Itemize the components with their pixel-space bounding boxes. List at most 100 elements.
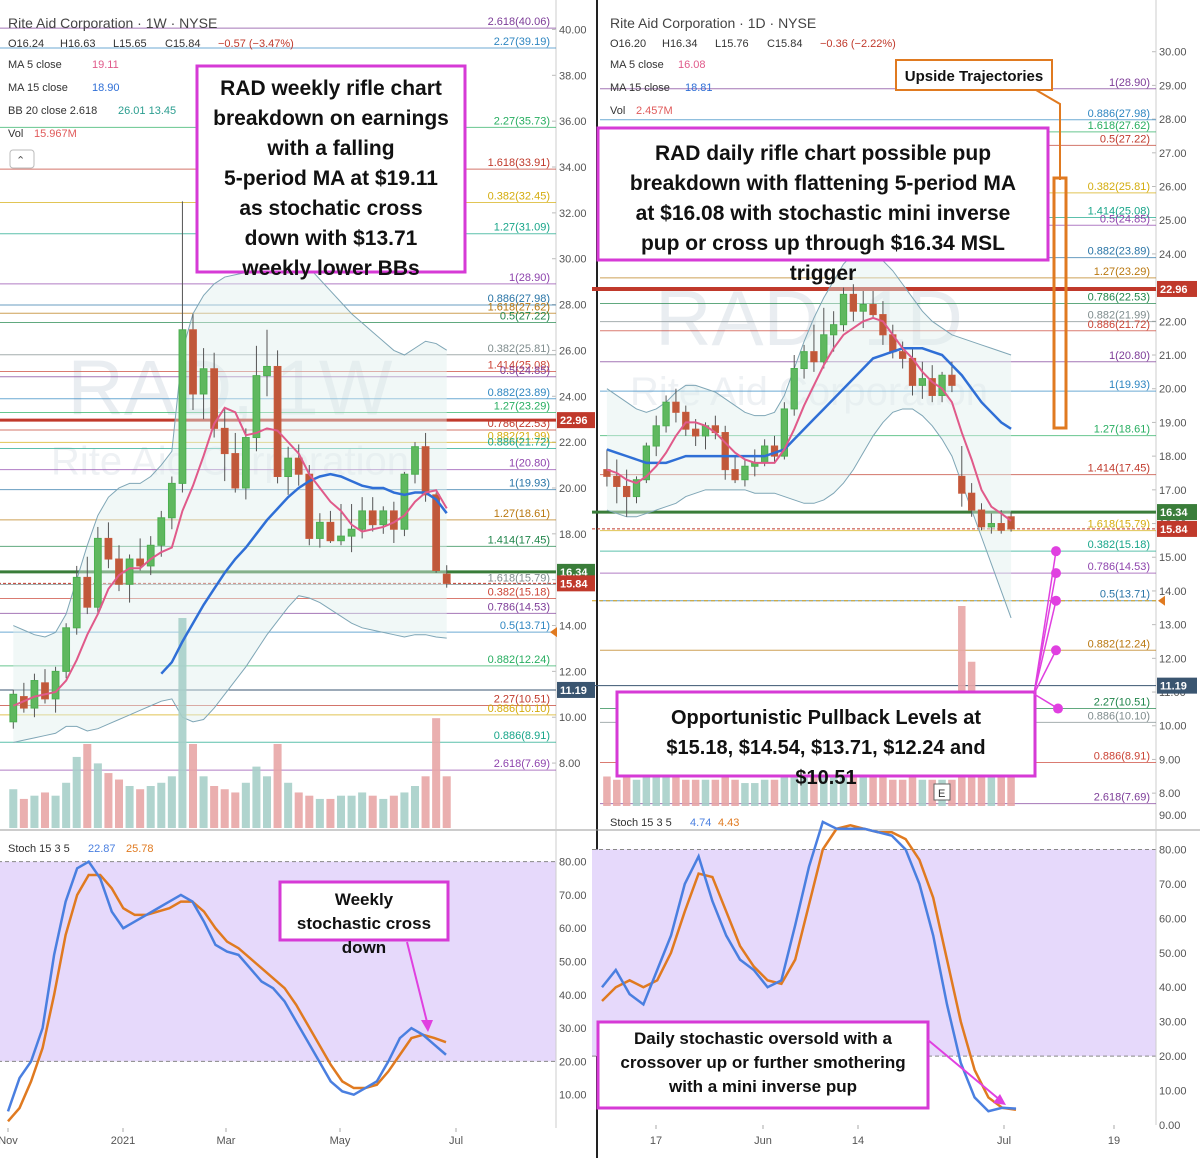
weekly-ohlc-high: H16.63 [60, 38, 95, 50]
volume-bar [691, 779, 700, 806]
volume-bar [178, 618, 187, 828]
stoch-axis-tick: 40.00 [559, 990, 587, 1002]
time-axis-label: Jun [754, 1135, 772, 1147]
candle [731, 456, 739, 484]
candle-body [829, 324, 838, 336]
earnings-marker-label: E [938, 788, 945, 800]
volume-bar [987, 766, 996, 806]
weekly-bb-value: 26.01 13.45 [118, 105, 176, 117]
fib-level-label: 0.882(23.89) [488, 387, 550, 399]
candle-body [9, 693, 18, 723]
stoch-axis-tick: 0.00 [1159, 1120, 1180, 1132]
candle [51, 666, 60, 713]
pullback-callout [615, 690, 1037, 778]
stoch-axis-tick: 20.00 [559, 1056, 587, 1068]
volume-bar [721, 776, 729, 806]
weekly-stoch-arrow [406, 941, 429, 1027]
volume-bar [262, 776, 272, 828]
candle-body [800, 351, 808, 370]
volume-bar [146, 786, 155, 828]
candle [30, 673, 39, 718]
candle [432, 492, 441, 573]
daily-ohlc-close: C15.84 [767, 38, 802, 50]
weekly-ma15-value: 18.90 [92, 82, 120, 94]
daily-vol-label: Vol [610, 105, 625, 117]
earnings-marker[interactable] [933, 783, 951, 801]
time-axis-label: 19 [1108, 1135, 1120, 1147]
annotation-layer: RAD weekly rifle chart breakdown on earni… [195, 59, 1068, 1110]
volume-bar [305, 795, 314, 828]
daily-stoch-d: 4.43 [718, 817, 739, 829]
daily-ohlc-change: −0.36 (−2.22%) [820, 38, 896, 50]
volume-bar [315, 798, 324, 828]
candle-body [918, 378, 927, 386]
volume-bar [114, 779, 124, 828]
volume-bar [780, 769, 789, 806]
volume-bar [632, 779, 641, 806]
candle-body [115, 558, 123, 585]
candle-body [199, 368, 208, 395]
daily-ma15-label: MA 15 close [610, 82, 670, 94]
arrow-head-icon [993, 1094, 1006, 1105]
callout-line: with a mini inverse pup [668, 1077, 857, 1096]
fib-level-label: 2.618(7.69) [1094, 792, 1150, 804]
fib-level-label: 0.886(10.10) [488, 703, 550, 715]
price-axis-tick: 30.00 [1159, 47, 1187, 59]
volume-bar [220, 789, 229, 828]
alert-marker-icon [1158, 595, 1165, 606]
bollinger-upper-line [606, 250, 1012, 417]
weekly-chart-panel: 8.0010.0012.0014.0016.0018.0020.0022.002… [0, 0, 595, 1147]
price-axis-tick: 14.00 [1159, 586, 1187, 598]
candle-body [315, 521, 324, 539]
price-axis-tick: 18.00 [1159, 451, 1187, 463]
candle [421, 432, 430, 502]
fib-level-label: 1(28.90) [509, 272, 550, 284]
candle [1007, 512, 1015, 532]
candle-body [780, 408, 789, 457]
collapse-legend-button[interactable] [9, 149, 35, 169]
candle [104, 522, 113, 569]
volume-bar [347, 795, 356, 828]
weekly-chart-title: Rite Aid Corporation · 1W · NYSE [8, 15, 217, 31]
candle [326, 510, 335, 543]
candle-body [326, 521, 335, 542]
trajectories-callout [895, 59, 1053, 91]
volume-bar [432, 718, 441, 828]
volume-bar [241, 782, 250, 828]
volume-bar [682, 779, 690, 806]
candle-body [178, 329, 187, 484]
volume-bar [741, 783, 749, 806]
callout-line: Daily stochastic oversold with a [634, 1029, 892, 1048]
fib-level-label: 0.886(27.98) [488, 293, 550, 305]
callout-line: crossover up or further smothering [620, 1053, 905, 1072]
time-axis-label: Nov [0, 1135, 18, 1147]
pullback-pointer [1033, 572, 1057, 695]
pullback-level-dot [1053, 703, 1063, 714]
price-axis-tick: 30.00 [559, 254, 587, 266]
fib-level-label: 1.27(31.09) [494, 222, 550, 234]
daily-main-callout [596, 126, 1050, 262]
price-axis-tick: 9.00 [1159, 754, 1180, 766]
volume-bar [760, 779, 769, 806]
candle [869, 290, 877, 318]
callout-line: 5-period MA at $19.11 [224, 167, 438, 190]
volume-bar [898, 779, 907, 806]
stoch-axis-tick: 80.00 [559, 857, 587, 869]
candle [967, 483, 976, 517]
volume-bar [879, 776, 887, 806]
fib-level-label: 0.382(15.18) [1088, 539, 1150, 551]
fib-level-label: 0.5(24.85) [1100, 213, 1150, 225]
pullback-level-dot [1051, 546, 1061, 557]
callout-line: breakdown on earnings [213, 107, 449, 130]
price-axis-tick: 12.00 [559, 666, 587, 678]
price-axis-tick: 21.00 [1159, 350, 1187, 362]
candle-body [820, 334, 828, 363]
volume-bar [977, 753, 986, 806]
callout-line: with a falling [266, 137, 394, 160]
candle [315, 513, 324, 548]
volume-bar [136, 789, 145, 828]
ma5-line [606, 316, 1012, 522]
candle-body [284, 457, 293, 478]
candle-body [662, 401, 670, 427]
fib-level-label: 0.382(15.18) [488, 586, 550, 598]
